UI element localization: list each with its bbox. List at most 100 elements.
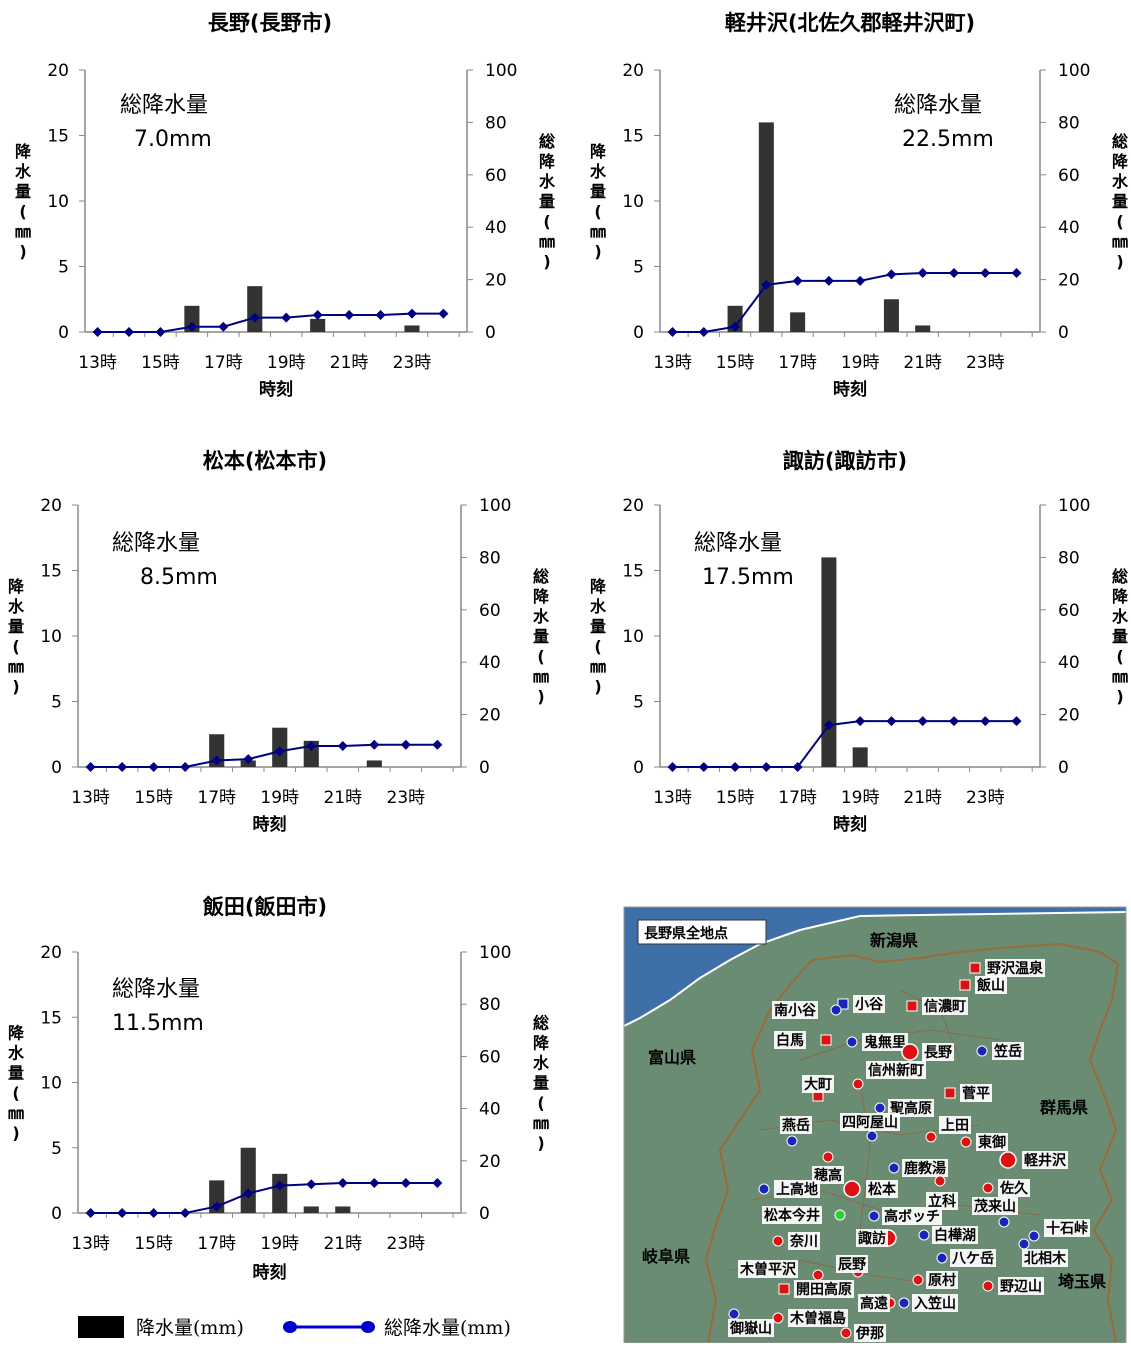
y-axis-title: 降水量(㎜): [590, 142, 607, 261]
station-label-bg: [972, 1197, 1018, 1215]
station-label-bg: [774, 1180, 820, 1198]
cumulative-point: [980, 268, 991, 279]
y-tick-label: 20: [40, 496, 62, 516]
y-axis-title: 降水量(㎜): [8, 577, 25, 696]
y-tick-label: 15: [622, 127, 644, 147]
station-label-bg: [802, 1075, 834, 1093]
chart-panel: 飯田(飯田市) 0 5 10 15 20 0 20 40 60 80 100 13時 15時 17時 19時 2…: [8, 895, 550, 1283]
y2-tick-label: 20: [485, 271, 507, 291]
station-label: 北相木: [1024, 1250, 1067, 1267]
y-tick-label: 5: [633, 258, 644, 278]
y2-tick-label: 20: [479, 1152, 501, 1172]
cumulative-point: [730, 321, 741, 332]
station-marker: [898, 1297, 910, 1309]
cumulative-point: [730, 762, 741, 772]
x-tick-label: 17時: [197, 1234, 236, 1254]
map-title: 長野県全地点: [644, 925, 728, 942]
station-marker: [772, 1312, 784, 1324]
station-marker: [998, 1216, 1010, 1228]
precip-bar: [303, 1206, 319, 1213]
y2-tick-label: 100: [479, 496, 511, 516]
station-marker: [999, 1151, 1017, 1169]
legend-line-marker-left: [283, 1321, 297, 1333]
y2-tick-label: 60: [1058, 166, 1080, 186]
station-label: 木曽平沢: [739, 1261, 797, 1278]
station-marker: [1028, 1230, 1040, 1242]
cumulative-point: [155, 327, 166, 337]
x-tick-label: 21時: [903, 788, 942, 808]
station-marker: [888, 1162, 900, 1174]
station-marker: [912, 1274, 924, 1286]
x-tick-label: 15時: [716, 788, 755, 808]
x-tick-label: 15時: [134, 1234, 173, 1254]
cumulative-point: [761, 762, 772, 772]
x-tick-label: 17時: [197, 788, 236, 808]
y2-tick-label: 80: [479, 995, 501, 1015]
y2-tick-label: 20: [479, 706, 501, 726]
station-marker: [778, 1283, 790, 1295]
legend-bar-label: 降水量(mm): [136, 1317, 244, 1339]
chart-title: 諏訪(諏訪市): [783, 449, 907, 473]
station-label-bg: [858, 1294, 890, 1312]
y2-tick-label: 100: [485, 61, 517, 81]
station-marker: [852, 1078, 864, 1090]
station-label: 諏訪: [858, 1230, 886, 1247]
station-marker: [901, 1043, 919, 1061]
station-marker: [906, 1000, 918, 1012]
map-region-label: 新潟県: [870, 931, 918, 950]
cumulative-line: [672, 272, 1017, 333]
precip-bar: [310, 318, 326, 332]
station-label-bg: [1022, 1151, 1068, 1169]
y2-tick-label: 60: [485, 166, 507, 186]
cumulative-point: [211, 1201, 222, 1212]
station-marker: [837, 998, 849, 1010]
station-label: 松本今井: [764, 1207, 820, 1224]
cumulative-point: [243, 1188, 254, 1199]
station-label: 茂来山: [974, 1198, 1016, 1215]
precip-bar: [821, 557, 837, 767]
cumulative-point: [375, 309, 386, 320]
station-label: 佐久: [999, 1180, 1029, 1197]
total-value: 22.5mm: [902, 127, 994, 152]
x-tick-label: 19時: [260, 788, 299, 808]
station-label: 入笠山: [914, 1295, 956, 1312]
x-tick-label: 23時: [393, 353, 432, 373]
y2-tick-label: 0: [479, 758, 490, 778]
x-axis-title: 時刻: [253, 814, 287, 835]
cumulative-point: [124, 327, 135, 337]
station-label-bg: [922, 997, 968, 1015]
station-marker: [868, 1210, 880, 1222]
x-tick-label: 15時: [141, 353, 180, 373]
chart-title: 飯田(飯田市): [202, 895, 327, 919]
cumulative-point: [400, 739, 411, 750]
y2-tick-label: 40: [1058, 653, 1080, 673]
station-label: 白樺湖: [934, 1227, 976, 1244]
y2-tick-label: 80: [485, 113, 507, 133]
cumulative-point: [180, 1208, 191, 1218]
x-axis-title: 時刻: [833, 814, 867, 835]
cumulative-point: [917, 716, 928, 727]
cumulative-point: [823, 275, 834, 286]
station-label-bg: [998, 1277, 1044, 1295]
map-region-label: 埼玉県: [1058, 1272, 1106, 1291]
station-label: 東御: [978, 1134, 1006, 1151]
station-label-bg: [772, 1001, 818, 1019]
precip-bar: [852, 747, 868, 767]
station-label-bg: [788, 1232, 820, 1250]
y-tick-label: 5: [51, 1139, 62, 1159]
station-marker: [840, 1327, 852, 1339]
x-tick-label: 13時: [71, 1234, 110, 1254]
map-region-label: 岐阜県: [642, 1247, 690, 1266]
station-label-bg: [780, 1116, 812, 1134]
y-axis-title: 降水量(㎜): [8, 1024, 25, 1143]
x-tick-label: 23時: [966, 788, 1005, 808]
station-label: 野沢温泉: [987, 960, 1044, 977]
station-label: 高遠: [860, 1295, 888, 1312]
total-label: 総降水量: [694, 531, 782, 556]
y-tick-label: 15: [47, 127, 69, 147]
cumulative-point: [186, 321, 197, 332]
station-marker: [960, 1136, 972, 1148]
total-label: 総降水量: [112, 977, 200, 1002]
x-axis-title: 時刻: [833, 379, 867, 400]
station-label-bg: [975, 976, 1007, 994]
